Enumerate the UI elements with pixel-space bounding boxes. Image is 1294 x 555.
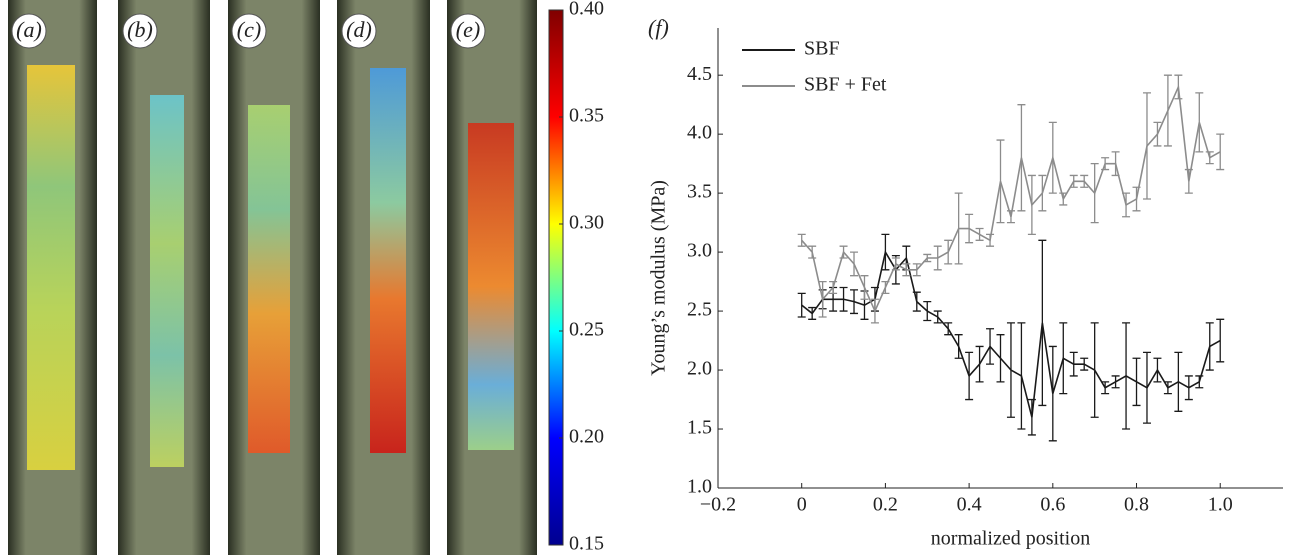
y-tick-label: 4.0 xyxy=(687,122,712,144)
error-bar xyxy=(1216,318,1225,363)
y-tick-label: 1.5 xyxy=(687,417,712,439)
strain-map xyxy=(468,123,514,450)
x-tick-label: 1.0 xyxy=(1208,494,1233,516)
y-tick-label: 1.0 xyxy=(687,476,712,498)
label-badge xyxy=(231,13,267,49)
y-tick-label: 3.0 xyxy=(687,240,712,262)
label-badge xyxy=(122,13,158,49)
colorbar xyxy=(548,9,564,546)
y-tick-label: 0.15 xyxy=(569,533,604,555)
x-tick-label: 0.6 xyxy=(1040,494,1065,516)
label-badge xyxy=(450,13,486,49)
panel-label: (e) xyxy=(456,17,480,42)
y-tick-label: 0.25 xyxy=(569,319,604,341)
legend-label: SBF + Fet xyxy=(804,74,887,96)
x-tick-label: −0.2 xyxy=(700,494,736,516)
x-tick-label: 0.8 xyxy=(1124,494,1149,516)
y-tick-label: 0.40 xyxy=(569,0,604,20)
panel-label: (b) xyxy=(127,17,153,42)
x-tick-label: 0.4 xyxy=(957,494,982,516)
panel-label: (c) xyxy=(237,17,261,42)
y-tick-label: 0.30 xyxy=(569,212,604,234)
legend-label: SBF xyxy=(804,38,840,60)
label-badge xyxy=(11,13,47,49)
y-tick-label: 0.20 xyxy=(569,426,604,448)
x-tick-label: 0 xyxy=(797,494,807,516)
chart-title: (f) xyxy=(648,15,669,40)
photo-panels xyxy=(8,0,537,555)
strain-map xyxy=(370,68,406,453)
y-tick-label: 3.5 xyxy=(687,181,712,203)
y-tick-label: 2.0 xyxy=(687,358,712,380)
y-tick-label: 0.35 xyxy=(569,105,604,127)
series-line xyxy=(801,83,1221,314)
panel-label: (a) xyxy=(16,17,42,42)
y-axis-label: Young’s modulus (MPa) xyxy=(648,180,670,376)
y-tick-label: 2.5 xyxy=(687,299,712,321)
strain-map xyxy=(27,65,75,470)
x-tick-label: 0.2 xyxy=(873,494,898,516)
strain-map xyxy=(248,105,290,453)
panel-label: (d) xyxy=(346,17,372,42)
label-badge xyxy=(341,13,377,49)
y-tick-label: 4.5 xyxy=(687,63,712,85)
x-axis-label: normalized position xyxy=(931,528,1090,550)
strain-map xyxy=(150,95,184,467)
